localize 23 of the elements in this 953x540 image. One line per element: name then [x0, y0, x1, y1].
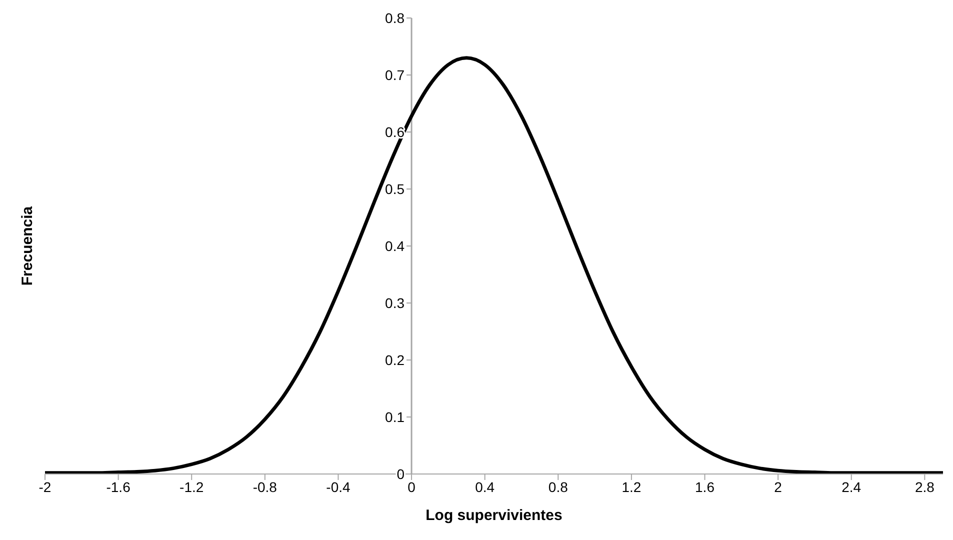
x-tick-label: 0.4	[475, 478, 495, 495]
x-tick-label: 2.8	[914, 478, 935, 495]
y-axis-title: Frecuencia	[19, 206, 36, 286]
y-tick-label: 0	[396, 466, 405, 482]
y-tick-label: 0.2	[385, 352, 405, 368]
y-tick-label: 0.8	[385, 10, 405, 26]
x-tick-label: 1.6	[695, 478, 715, 495]
x-tick-label: 0.8	[548, 478, 568, 495]
x-tick-label: 2	[774, 478, 782, 495]
y-tick-label: 0.4	[385, 238, 405, 254]
x-tick-label: -1.6	[106, 478, 131, 495]
y-tick-label: 0.7	[385, 67, 405, 83]
x-axis-title: Log supervivientes	[426, 507, 562, 524]
x-tick-label: -0.4	[326, 478, 350, 495]
x-tick-label: -1.2	[180, 478, 204, 495]
y-tick-label: 0.3	[385, 295, 405, 311]
y-tick-label: 0.5	[385, 181, 405, 197]
x-tick-label: -2	[38, 478, 52, 495]
x-tick-label: 0	[408, 478, 416, 495]
y-tick-label: 0.1	[385, 409, 405, 425]
x-tick-label: 1.2	[622, 478, 642, 495]
x-tick-label: 2.4	[842, 478, 862, 495]
x-tick-label: -0.8	[252, 478, 278, 495]
